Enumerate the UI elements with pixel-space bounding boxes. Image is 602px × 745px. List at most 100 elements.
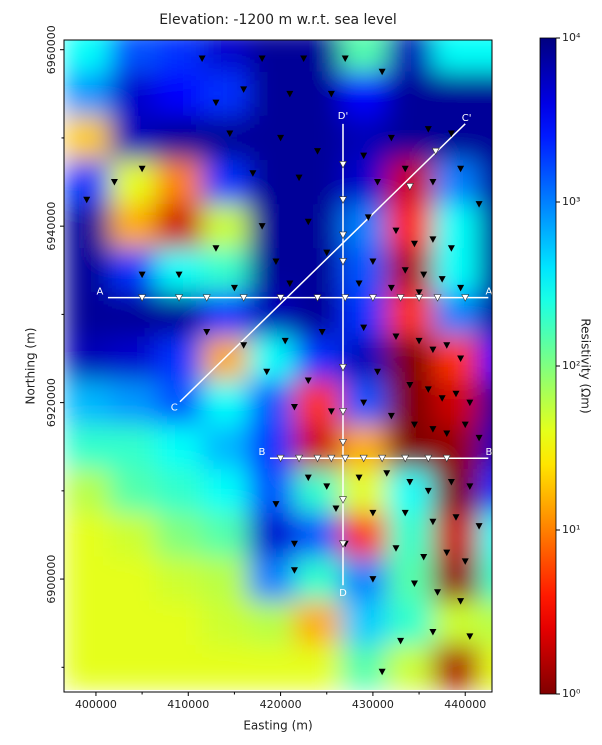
station — [369, 258, 377, 265]
heatmap-cell — [386, 204, 434, 249]
heatmap-cell — [432, 380, 480, 426]
colorbar-tick-label: 10² — [562, 359, 580, 372]
station — [332, 505, 340, 512]
profile-station — [338, 496, 347, 504]
station — [461, 558, 469, 565]
profile-line — [179, 123, 466, 403]
heatmap-cell — [248, 71, 295, 117]
profile-station — [461, 294, 470, 302]
station — [457, 598, 465, 605]
heatmap-cell — [340, 336, 388, 382]
overlay: A A' B B' C C' D D' — [83, 55, 496, 676]
heatmap-cell — [109, 512, 157, 558]
heatmap-cell — [294, 40, 342, 73]
heatmap-cell — [155, 159, 203, 205]
profile-label: D — [339, 588, 347, 599]
station — [327, 90, 335, 98]
colorbar-label: Resistivity (Ωm) — [579, 318, 593, 413]
heatmap-cell — [432, 115, 480, 161]
heatmap-cell — [202, 601, 249, 646]
station — [387, 134, 395, 142]
station — [429, 236, 437, 243]
heatmap-cell — [155, 248, 203, 293]
x-tick-label: 440000 — [444, 698, 486, 711]
heatmap-cell — [64, 424, 111, 470]
heatmap-cell — [294, 159, 342, 205]
profile-station — [175, 294, 184, 302]
station — [364, 214, 372, 221]
heatmap-cell — [386, 71, 434, 117]
y-tick-label: 6940000 — [45, 202, 58, 251]
profile-station — [341, 454, 350, 463]
station — [286, 90, 294, 98]
profile-station — [424, 454, 433, 463]
heatmap-cell — [386, 424, 434, 470]
profile-label: A' — [486, 287, 496, 298]
heatmap-cell — [109, 336, 157, 382]
heatmap-cell — [479, 380, 492, 426]
station — [378, 68, 386, 76]
station — [466, 483, 474, 490]
heatmap-cell — [202, 645, 249, 690]
station — [457, 165, 465, 173]
station — [475, 434, 483, 442]
station — [401, 165, 409, 173]
colorbar — [539, 37, 557, 695]
station — [415, 289, 423, 296]
station — [304, 218, 312, 226]
profile-station — [368, 294, 377, 302]
heatmap-cell — [432, 601, 480, 646]
x-tick-label: 410000 — [167, 698, 209, 711]
station — [318, 329, 326, 336]
heatmap-cell — [109, 424, 157, 470]
heatmap-cell — [248, 159, 295, 205]
station — [272, 501, 280, 508]
station — [323, 483, 331, 490]
chart-title: Elevation: -1200 m w.r.t. sea level — [159, 12, 397, 28]
station — [420, 271, 428, 279]
station — [374, 368, 382, 376]
heatmap-cell — [479, 71, 492, 117]
profile-station — [327, 454, 336, 463]
station — [360, 399, 368, 407]
station — [360, 324, 368, 332]
station — [304, 474, 312, 482]
heatmap-cell — [248, 557, 295, 602]
colorbar-tick-label: 10⁰ — [562, 687, 581, 700]
heatmap-cell — [294, 71, 342, 117]
heatmap-cell — [202, 512, 249, 558]
profile-label: B — [259, 447, 266, 458]
heatmap-cell — [155, 336, 203, 382]
heatmap-cell — [155, 468, 203, 514]
station — [410, 421, 418, 429]
station — [443, 430, 451, 437]
profile-station — [405, 183, 414, 191]
station — [475, 523, 483, 530]
station — [466, 399, 474, 407]
station — [341, 55, 349, 63]
heatmap-cell — [432, 645, 480, 690]
heatmap-cell — [155, 71, 203, 117]
station — [258, 55, 266, 63]
station — [452, 514, 460, 521]
station — [429, 518, 437, 526]
heatmap-cell — [202, 380, 249, 426]
station — [327, 408, 335, 415]
station — [212, 245, 220, 252]
x-tick-label: 420000 — [260, 698, 302, 711]
station — [300, 55, 308, 63]
heatmap-cell — [202, 204, 249, 249]
station — [447, 245, 455, 252]
station — [457, 355, 465, 363]
profile-label: B' — [486, 447, 496, 458]
heatmap-cell — [386, 512, 434, 558]
profile-station — [341, 294, 350, 302]
heatmap-cell — [202, 248, 249, 293]
station — [83, 196, 91, 204]
colorbar-tick-label: 10³ — [562, 195, 580, 208]
heatmap-cell — [155, 557, 203, 602]
station — [263, 368, 271, 376]
station — [290, 567, 298, 574]
axes: 10⁰ 10¹ 10² 10³ 10⁴ 400000 410000 420000 430000 4… — [45, 25, 581, 711]
heatmap-cell — [294, 512, 342, 558]
